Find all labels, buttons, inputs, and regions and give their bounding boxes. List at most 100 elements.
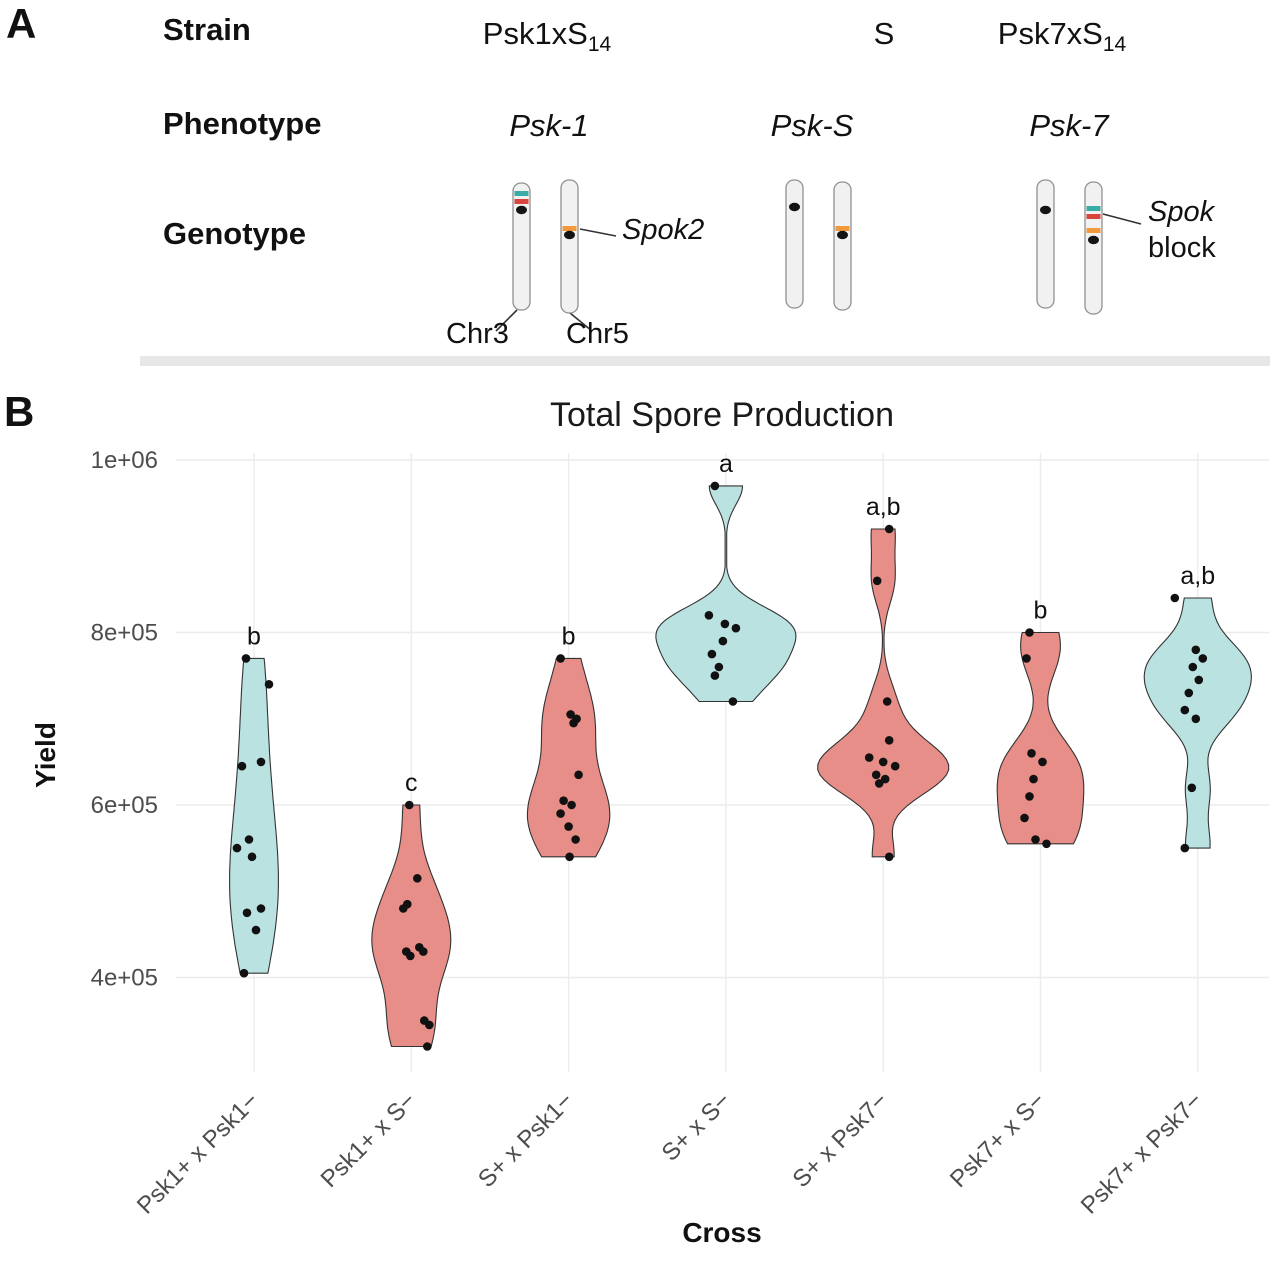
phenotype-psk7: Psk-7 [1029, 108, 1109, 143]
data-point [251, 925, 261, 935]
data-point [884, 524, 894, 534]
data-point [707, 649, 717, 659]
data-point [247, 852, 257, 862]
data-point [882, 697, 892, 706]
data-point [239, 968, 249, 978]
data-point [244, 835, 254, 844]
data-point [718, 636, 728, 646]
chromosome-body [560, 179, 579, 314]
data-point [1188, 662, 1198, 672]
centromere-dot [516, 205, 527, 215]
significance-letter: c [405, 769, 418, 797]
data-point [890, 761, 900, 771]
data-point [242, 908, 252, 918]
chromosome-band-orange [562, 226, 577, 231]
data-point [423, 1042, 432, 1051]
chromosome [512, 182, 531, 311]
y-tick-label: 1e+06 [91, 447, 158, 474]
phenotype-psks: Psk-S [770, 108, 854, 143]
violin-6 [996, 631, 1085, 845]
significance-letter: b [562, 622, 576, 650]
panel-divider [140, 356, 1270, 366]
strain-name-text: Psk1xS [482, 16, 588, 51]
chromosome [1036, 179, 1055, 309]
chromosome-body [833, 181, 852, 311]
centromere-dot [564, 230, 575, 240]
chr3-pointer-line [495, 309, 518, 332]
data-point [704, 611, 714, 620]
violin-1 [229, 657, 279, 974]
significance-letter: a,b [1180, 562, 1215, 590]
data-point [714, 662, 724, 672]
data-point [884, 852, 894, 862]
data-point [871, 770, 881, 780]
data-point [559, 796, 568, 805]
data-point [564, 822, 573, 831]
y-tick-label: 4e+05 [91, 965, 158, 992]
strain-name-subscript: 14 [587, 33, 612, 57]
data-point [574, 770, 583, 780]
strain-name-text: S [873, 16, 895, 51]
data-point [256, 757, 266, 767]
chromosome-body [512, 182, 531, 311]
strain-name-text: Psk7xS [997, 16, 1103, 51]
spok-block-annotation-line1: Spok [1148, 196, 1215, 228]
data-point [567, 800, 576, 810]
data-point [1020, 813, 1029, 823]
data-point [571, 835, 580, 844]
chromosome-band-orange [1086, 228, 1101, 233]
x-tick-label: Psk1+ x S− [316, 1087, 422, 1193]
y-tick-label: 6e+05 [91, 792, 158, 819]
violin-5 [817, 528, 950, 858]
data-point [874, 779, 884, 788]
data-point [884, 736, 894, 745]
chromosome-band-teal [1086, 206, 1101, 211]
data-point [1031, 835, 1040, 844]
strain-name-s: S [874, 16, 895, 57]
data-point [1022, 654, 1031, 663]
chromosome-band-red [1086, 214, 1101, 219]
chromosome [560, 179, 579, 314]
data-point [419, 947, 428, 956]
x-tick-label: Psk1+ x Psk1− [132, 1087, 264, 1219]
data-point [728, 697, 738, 706]
chr5-label: Chr5 [566, 318, 629, 350]
data-point [1038, 757, 1047, 767]
centromere-dot [1040, 205, 1051, 215]
data-point [566, 710, 575, 719]
chromosome-body [1036, 179, 1055, 309]
chromosome-band-red [514, 199, 529, 204]
data-point [1191, 714, 1201, 724]
y-axis-title: Yield [30, 722, 61, 788]
x-tick-label: S+ x Psk1− [473, 1087, 579, 1193]
chromosome-body [1084, 181, 1103, 315]
data-point [232, 843, 242, 853]
phenotype-row-label: Phenotype [163, 106, 322, 141]
data-point [556, 654, 565, 663]
violin-7 [1143, 597, 1252, 849]
violin-3 [526, 657, 611, 858]
x-tick-label: Psk7+ x Psk7− [1076, 1087, 1208, 1219]
data-point [569, 718, 578, 728]
data-point [406, 951, 415, 961]
significance-letter: a,b [866, 493, 901, 521]
data-point [710, 481, 720, 491]
data-point [565, 852, 574, 862]
data-point [864, 753, 874, 762]
significance-letter: a [719, 450, 733, 478]
phenotype-psk1: Psk-1 [509, 108, 589, 143]
significance-letter: b [1034, 597, 1048, 625]
centromere-dot [1088, 235, 1099, 245]
x-tick-label: S+ x S− [657, 1087, 736, 1166]
data-point [878, 757, 888, 767]
data-point [1198, 654, 1208, 663]
data-point [1025, 628, 1034, 637]
data-point [241, 654, 251, 663]
data-point [880, 774, 890, 784]
data-point [425, 1020, 434, 1030]
centromere-dot [837, 230, 848, 240]
chr3-label: Chr3 [446, 318, 509, 350]
spok-block-pointer-line [1102, 213, 1142, 225]
data-point [556, 809, 565, 818]
genotype-row-label: Genotype [163, 216, 306, 251]
